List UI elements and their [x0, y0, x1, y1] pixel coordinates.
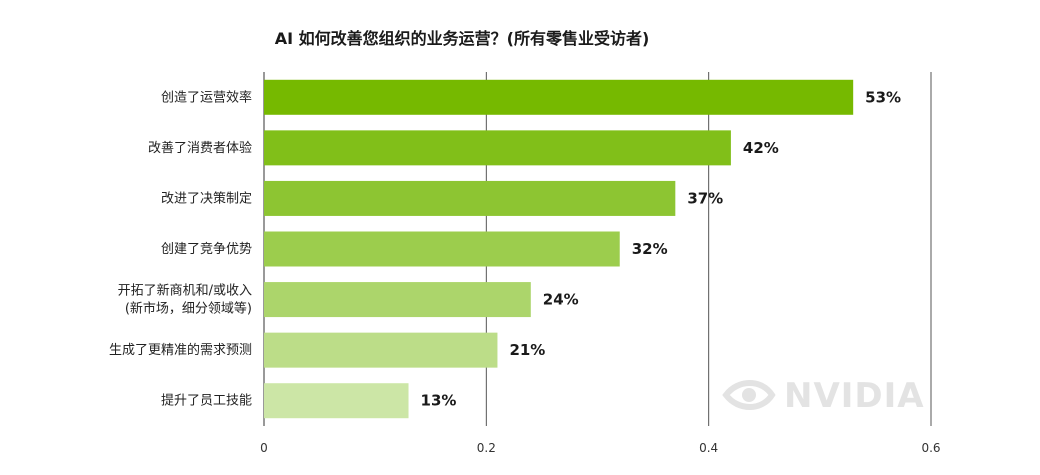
- x-tick-label-3: 0.6: [921, 441, 940, 455]
- category-label-1: 改善了消费者体验: [148, 140, 252, 156]
- category-label-line: (新市场，细分领域等): [125, 301, 252, 317]
- bar-3: [264, 231, 620, 267]
- category-label-line: 生成了更精准的需求预测: [109, 342, 252, 358]
- nvidia-watermark: NVIDIA: [722, 376, 925, 416]
- category-labels: 创造了运营效率改善了消费者体验改进了决策制定创建了竞争优势开拓了新商机和/或收入…: [109, 89, 252, 408]
- category-label-line: 创造了运营效率: [161, 89, 252, 105]
- value-label-6: 13%: [421, 392, 457, 410]
- category-label-line: 开拓了新商机和/或收入: [118, 283, 252, 299]
- bar-4: [264, 282, 531, 318]
- value-label-0: 53%: [865, 88, 901, 106]
- category-label-2: 改进了决策制定: [161, 190, 252, 206]
- value-label-5: 21%: [509, 341, 545, 359]
- bar-6: [264, 383, 409, 419]
- x-tick-label-1: 0.2: [477, 441, 496, 455]
- value-label-2: 37%: [687, 189, 723, 207]
- value-label-4: 24%: [543, 291, 579, 309]
- x-axis-ticks: 0 0.2 0.4 0.6: [260, 441, 940, 455]
- category-label-5: 生成了更精准的需求预测: [109, 342, 252, 358]
- category-label-line: 提升了员工技能: [161, 393, 252, 409]
- category-label-line: 改进了决策制定: [161, 190, 252, 206]
- value-labels: 53% 42% 37% 32% 24% 21% 13%: [421, 88, 902, 409]
- category-label-4: 开拓了新商机和/或收入 (新市场，细分领域等): [118, 283, 252, 317]
- value-label-3: 32%: [632, 240, 668, 258]
- category-label-line: 改善了消费者体验: [148, 140, 252, 156]
- bar-5: [264, 332, 498, 368]
- category-label-0: 创造了运营效率: [161, 89, 252, 105]
- category-label-6: 提升了员工技能: [161, 393, 252, 409]
- x-tick-label-0: 0: [260, 441, 268, 455]
- bar-0: [264, 79, 854, 115]
- bar-2: [264, 180, 676, 216]
- x-tick-label-2: 0.4: [699, 441, 718, 455]
- value-label-1: 42%: [743, 139, 779, 157]
- category-label-3: 创建了竞争优势: [161, 241, 252, 257]
- chart-title: AI 如何改善您组织的业务运营？(所有零售业受访者): [275, 29, 650, 48]
- bars: [264, 79, 854, 419]
- category-label-line: 创建了竞争优势: [161, 241, 252, 257]
- nvidia-eye-logo-icon: [722, 380, 776, 410]
- bar-1: [264, 130, 731, 166]
- watermark-text: NVIDIA: [784, 376, 925, 416]
